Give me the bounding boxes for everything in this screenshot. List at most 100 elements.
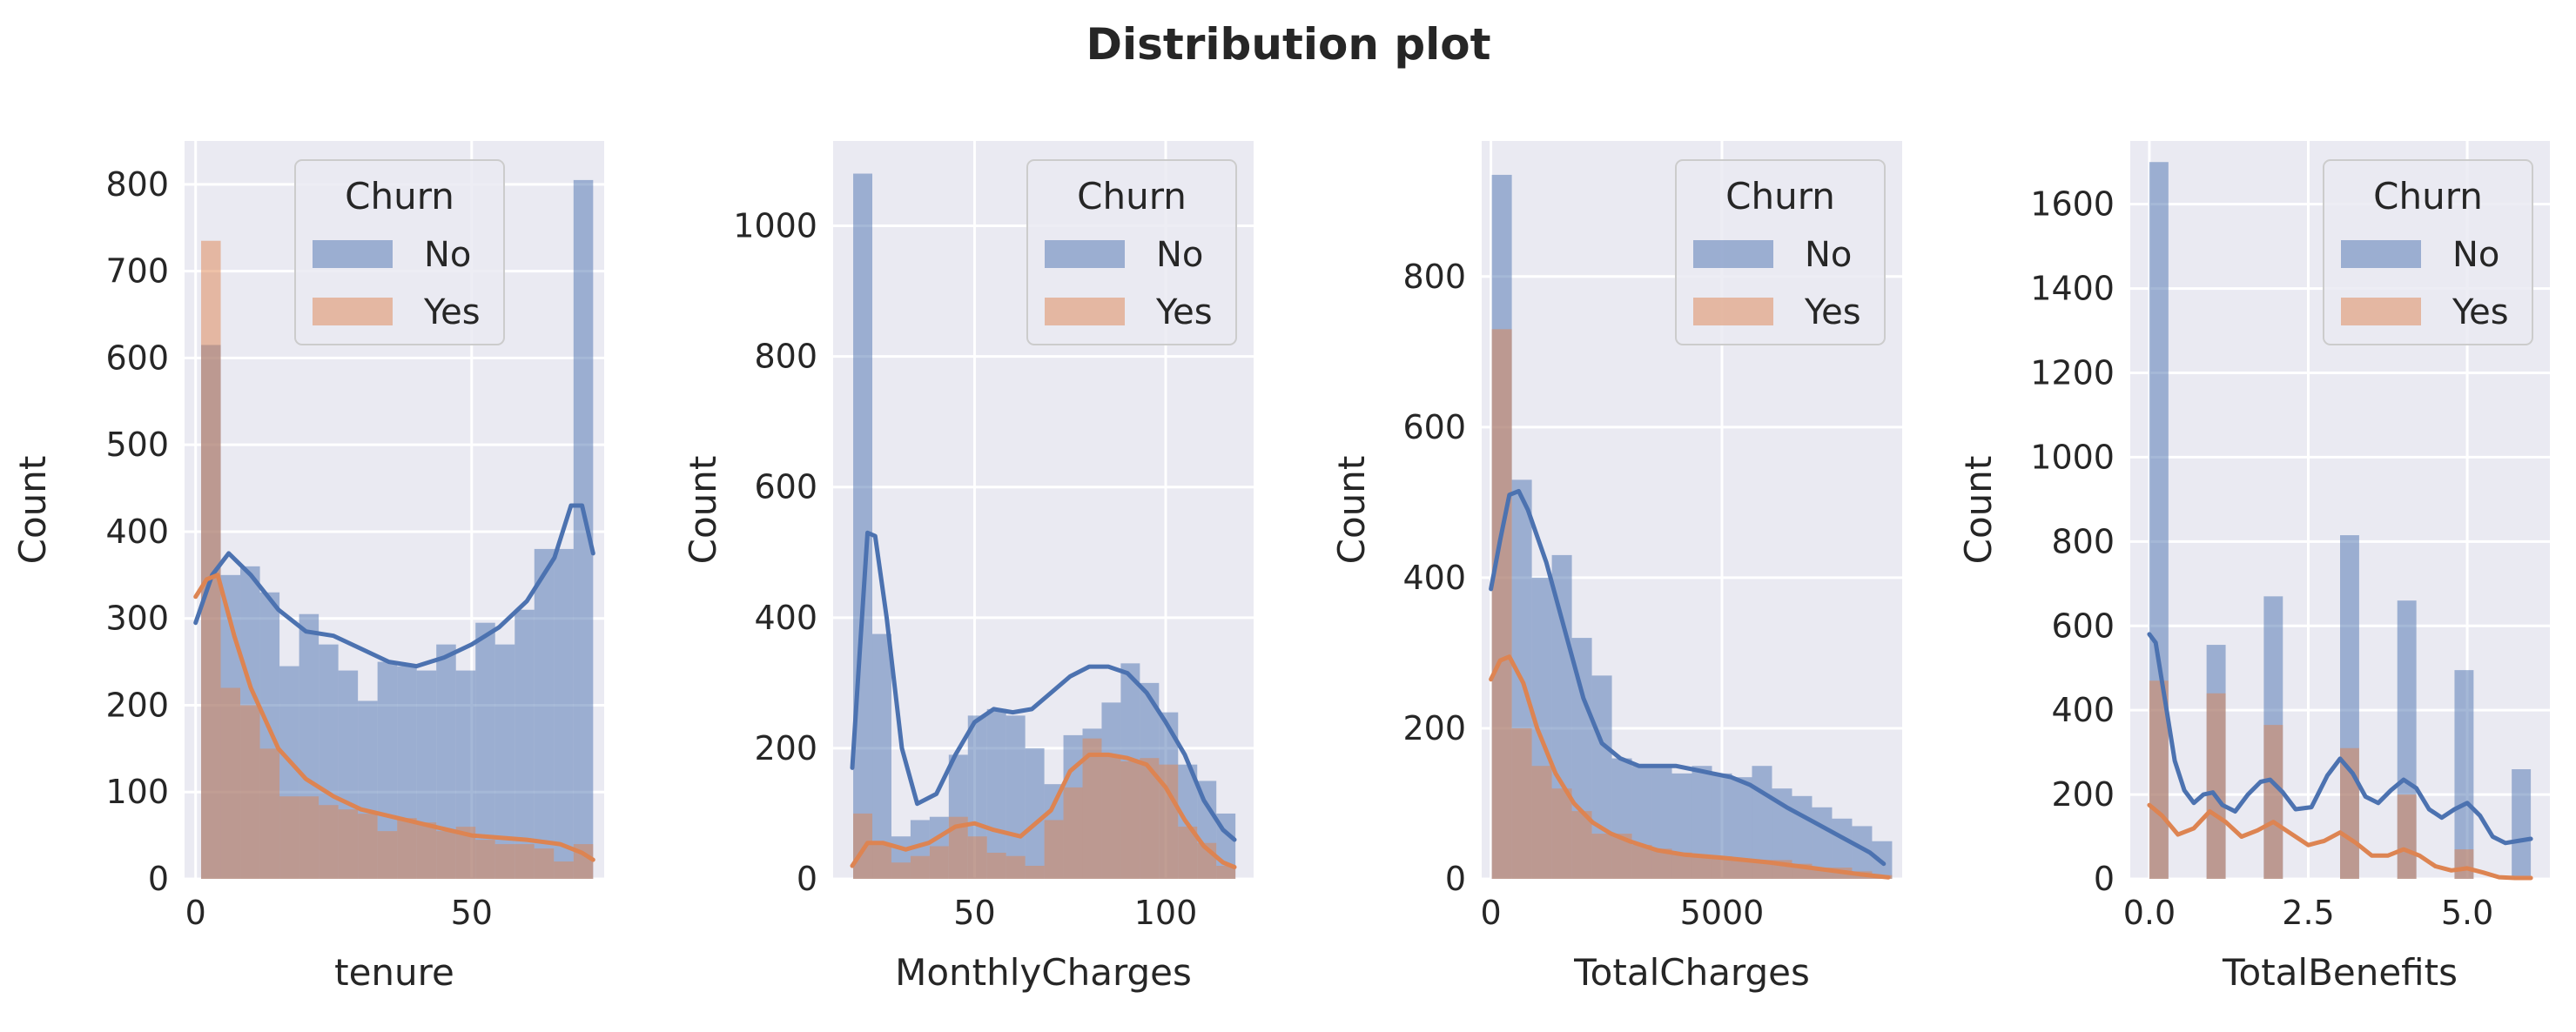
y-tick-label: 800 (754, 338, 817, 376)
legend: Churn No Yes (2323, 159, 2533, 345)
bar-yes-10 (1692, 856, 1712, 879)
bar-yes-6 (1611, 834, 1632, 879)
bar-yes-14 (1120, 761, 1140, 879)
bar-no-12 (436, 644, 456, 879)
bar-yes-0 (1491, 329, 1512, 879)
legend-swatch-no (313, 240, 393, 268)
y-tick-label: 1600 (2030, 185, 2115, 224)
legend-swatch-yes (1045, 298, 1125, 325)
bar-yes-0 (201, 240, 221, 880)
bar-yes-3 (2206, 693, 2226, 879)
x-tick-label: 50 (451, 894, 493, 932)
bar-no-9 (1025, 747, 1045, 879)
bar-no-16 (515, 609, 535, 879)
bar-no-17 (534, 548, 555, 879)
bar-yes-4 (279, 796, 299, 879)
bar-yes-4 (1571, 811, 1592, 879)
bar-no-14 (475, 622, 495, 879)
bar-yes-14 (475, 840, 495, 879)
bar-yes-5 (299, 796, 319, 879)
x-tick-label: 0.0 (2123, 894, 2176, 932)
figure-title: Distribution plot (1086, 19, 1490, 70)
y-tick-label: 400 (2051, 691, 2115, 729)
bar-yes-8 (358, 814, 378, 879)
bar-yes-12 (1732, 860, 1752, 879)
legend-swatch-no (2341, 240, 2421, 268)
bar-yes-8 (1651, 848, 1672, 879)
y-tick-label: 0 (2094, 860, 2115, 898)
legend-label-no: No (2452, 235, 2499, 275)
kde-line-yes (850, 752, 1237, 869)
kde-line-yes (2147, 802, 2533, 881)
bar-no-0 (853, 173, 873, 880)
bar-yes-0 (2149, 680, 2169, 879)
legend-swatch-yes (313, 298, 393, 325)
bar-yes-5 (1591, 834, 1612, 879)
x-axis-label: TotalBenefits (2222, 951, 2458, 994)
bar-yes-7 (338, 809, 359, 879)
bar-yes-19 (1216, 865, 1236, 879)
bar-yes-3 (259, 748, 280, 879)
subplot-TotalBenefits: 0 200 400 600 800 1000 1200 1400 1600 0.0 2.5 5.0 To… (1957, 141, 2550, 994)
y-tick-label: 1000 (733, 207, 817, 245)
bar-yes-16 (2454, 849, 2474, 879)
bar-yes-17 (1178, 826, 1198, 879)
legend-title: Churn (2373, 175, 2483, 218)
bar-yes-10 (1044, 820, 1064, 879)
kde-line-no (1489, 488, 1887, 867)
bar-yes-11 (416, 822, 437, 879)
bar-no-12 (1732, 777, 1752, 879)
y-tick-label: 1200 (2030, 354, 2115, 392)
bar-yes-15 (1140, 758, 1160, 879)
bar-yes-12 (1082, 738, 1102, 879)
bar-yes-5 (948, 816, 968, 879)
x-tick-label: 0 (185, 894, 206, 932)
bar-yes-3 (910, 855, 930, 879)
bar-yes-15 (494, 844, 515, 879)
bar-yes-7 (1631, 845, 1652, 879)
bar-no-18 (554, 548, 574, 879)
bar-yes-13 (1101, 754, 1121, 879)
bar-yes-8 (1006, 855, 1026, 879)
y-tick-label: 1000 (2030, 438, 2115, 476)
bar-no-19 (2512, 769, 2532, 879)
bar-yes-16 (515, 844, 535, 879)
legend-label-no: No (1156, 235, 1203, 275)
x-tick-label: 2.5 (2282, 894, 2334, 932)
legend-swatch-yes (1693, 298, 1773, 325)
bar-yes-2 (240, 705, 260, 879)
bar-yes-11 (1712, 856, 1732, 879)
y-tick-label: 200 (105, 686, 169, 724)
y-axis-label: Count (11, 456, 54, 565)
legend-label-yes: Yes (423, 292, 481, 332)
y-tick-label: 400 (1402, 559, 1466, 597)
y-tick-label: 0 (1445, 860, 1466, 898)
bar-yes-2 (1531, 766, 1552, 879)
bar-yes-1 (872, 842, 891, 879)
x-tick-label: 50 (953, 894, 995, 932)
bar-no-16 (2454, 670, 2474, 879)
x-axis-label: tenure (334, 951, 454, 994)
bar-yes-6 (967, 836, 987, 879)
bar-yes-1 (220, 687, 241, 879)
legend-label-yes: Yes (1155, 292, 1213, 332)
legend: Churn No Yes (294, 159, 505, 345)
y-tick-label: 600 (1402, 408, 1466, 446)
bar-no-8 (1006, 715, 1026, 879)
bar-no-19 (573, 179, 594, 880)
kde-line-no (2147, 632, 2533, 846)
bar-no-18 (1852, 826, 1873, 879)
y-tick-label: 500 (105, 426, 169, 464)
x-tick-label: 0 (1481, 894, 1502, 932)
bar-no-1 (872, 633, 891, 879)
bar-yes-13 (455, 827, 476, 879)
y-axis-label: Count (1330, 456, 1373, 565)
bar-yes-2 (891, 862, 911, 879)
x-axis-label: TotalCharges (1573, 951, 1810, 994)
bar-no-14 (1772, 788, 1792, 879)
bar-yes-7 (986, 852, 1006, 879)
legend-swatch-yes (2341, 298, 2421, 325)
bar-yes-12 (436, 831, 456, 879)
kde-line-no (850, 530, 1237, 842)
